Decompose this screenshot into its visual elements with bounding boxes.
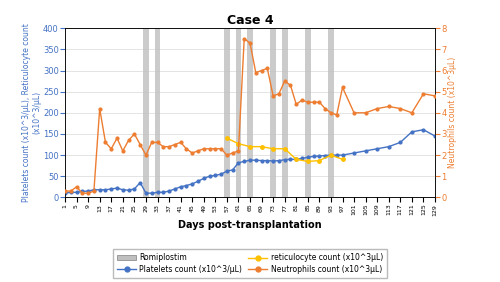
- Bar: [224, 28, 230, 197]
- Bar: [154, 28, 160, 197]
- Legend: Romiplostim, Platelets count (x10^3/μL), reticulocyte count (x10^3μL), Neutrophi: Romiplostim, Platelets count (x10^3/μL),…: [112, 249, 388, 278]
- Bar: [328, 28, 334, 197]
- Y-axis label: Neutrophils count (x10^3μL): Neutrophils count (x10^3μL): [448, 57, 457, 168]
- Bar: [247, 28, 253, 197]
- Y-axis label: Platelets count (x10^3/μL), Reticulocyte count
(x10^3/μL): Platelets count (x10^3/μL), Reticulocyte…: [22, 23, 42, 202]
- Bar: [143, 28, 149, 197]
- X-axis label: Days post-transplantation: Days post-transplantation: [178, 220, 322, 230]
- Bar: [236, 28, 242, 197]
- Bar: [282, 28, 288, 197]
- Bar: [305, 28, 310, 197]
- Title: Case 4: Case 4: [226, 14, 274, 27]
- Bar: [270, 28, 276, 197]
